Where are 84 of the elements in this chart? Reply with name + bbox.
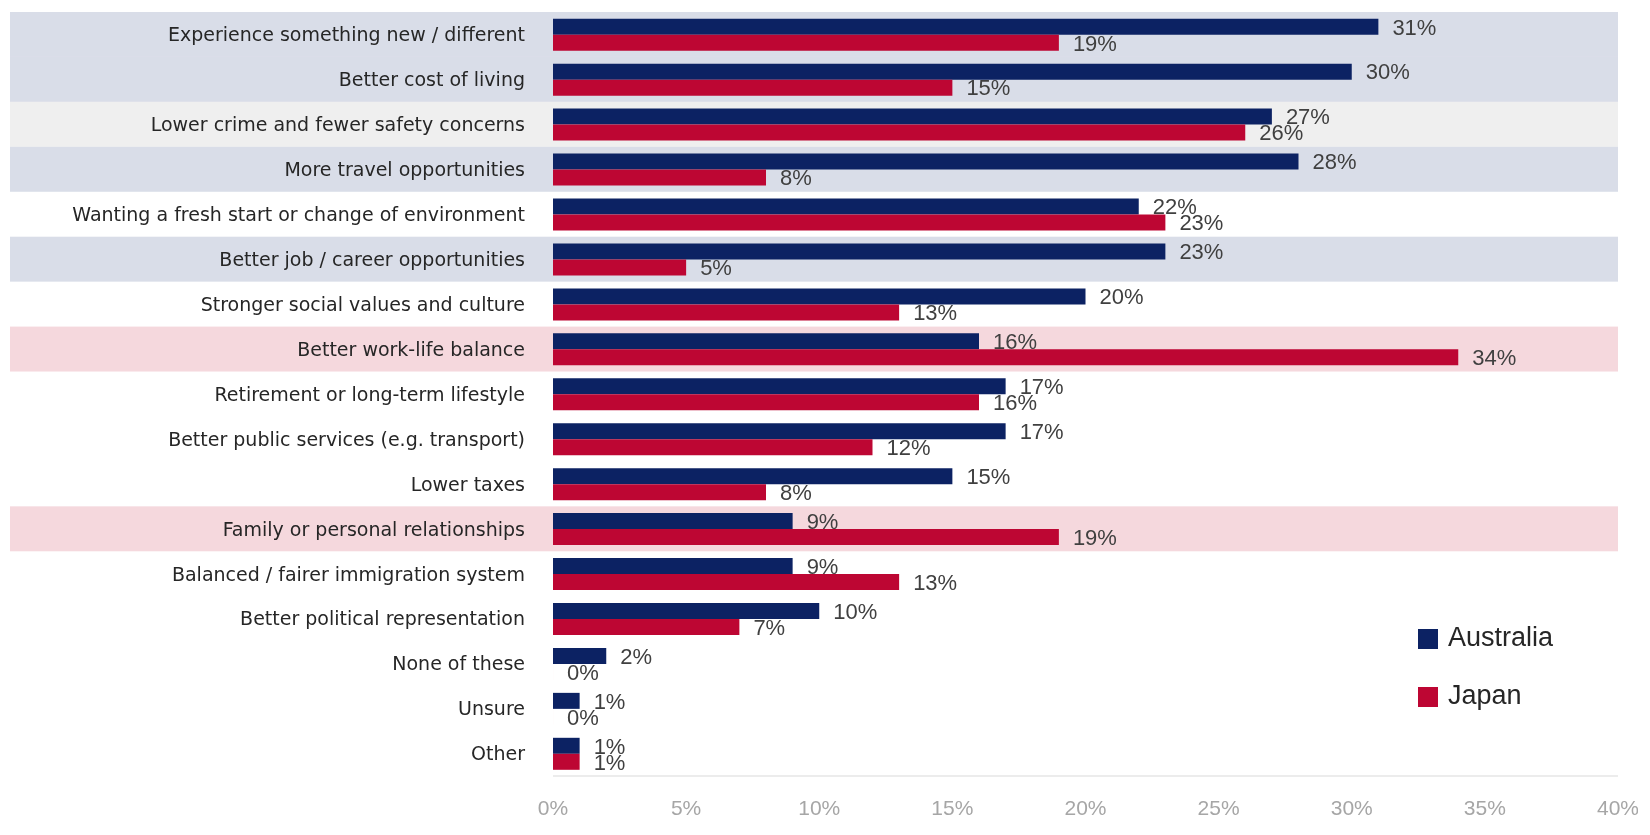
y-tick-label: Experience something new / different (167, 23, 525, 46)
bar (553, 692, 580, 709)
y-tick-label: More travel opportunities (284, 158, 525, 181)
y-tick-label: None of these (392, 652, 525, 675)
data-label: 9% (806, 553, 839, 579)
bar (553, 468, 953, 485)
bar (553, 259, 687, 276)
legend-label: Japan (1448, 680, 1522, 710)
bar (553, 243, 1166, 260)
bar (553, 618, 740, 635)
data-label: 28% (1312, 149, 1357, 175)
y-tick-label: Better political representation (240, 607, 525, 630)
y-tick-label: Wanting a fresh start or change of environment (72, 202, 525, 225)
x-tick-label: 35% (1463, 795, 1506, 819)
data-label: 34% (1472, 345, 1517, 371)
data-label: 17% (1019, 419, 1064, 445)
x-tick-label: 25% (1197, 795, 1240, 819)
bar (553, 153, 1299, 170)
data-label: 10% (833, 598, 878, 624)
data-label: 9% (806, 508, 839, 534)
data-label: 5% (700, 255, 732, 281)
data-label: 7% (753, 614, 786, 640)
bar (553, 198, 1139, 215)
bar (553, 63, 1352, 80)
x-tick-label: 40% (1596, 795, 1640, 819)
bar (553, 124, 1246, 141)
bar (553, 737, 580, 754)
bar (553, 18, 1379, 35)
bar (553, 333, 979, 350)
data-label: 15% (966, 463, 1011, 489)
bar (553, 34, 1059, 51)
data-label: 8% (780, 165, 812, 191)
y-tick-label: Better cost of living (338, 68, 525, 91)
data-label: 23% (1179, 239, 1224, 265)
bar (553, 304, 900, 321)
y-tick-label: Stronger social values and culture (200, 292, 525, 315)
y-tick-label: Lower taxes (410, 472, 525, 495)
bar (553, 558, 793, 575)
y-tick-label: Retirement or long-term lifestyle (214, 382, 525, 405)
data-label: 30% (1365, 59, 1410, 85)
bar (553, 647, 607, 664)
legend-label: Australia (1448, 622, 1554, 652)
bar (553, 394, 979, 411)
y-tick-label: Better public services (e.g. transport) (168, 427, 525, 450)
y-tick-label: Family or personal relationships (222, 517, 525, 540)
data-label: 31% (1392, 14, 1437, 40)
data-label: 19% (1072, 30, 1117, 56)
bar (553, 753, 580, 770)
y-tick-label: Balanced / fairer immigration system (171, 562, 525, 585)
x-tick-label: 15% (931, 795, 974, 819)
bar (553, 513, 793, 530)
x-tick-label: 10% (798, 795, 841, 819)
data-label: 13% (913, 569, 958, 595)
bar (553, 288, 1086, 305)
y-tick-label: Better job / career opportunities (219, 247, 525, 270)
y-tick-label: Lower crime and fewer safety concerns (150, 113, 525, 136)
bar (553, 349, 1459, 366)
data-label: 16% (993, 329, 1038, 355)
bar (553, 529, 1059, 546)
bar (553, 423, 1006, 440)
data-label: 12% (886, 435, 931, 461)
data-label: 2% (620, 643, 653, 669)
bar (553, 108, 1272, 125)
bar (553, 214, 1166, 231)
data-label: 0% (567, 659, 599, 685)
data-label: 8% (780, 479, 812, 505)
y-tick-label: Other (471, 742, 526, 765)
data-label: 13% (913, 300, 958, 326)
x-tick-label: 30% (1330, 795, 1373, 819)
y-tick-label: Better work-life balance (297, 337, 525, 360)
bar (553, 378, 1006, 395)
y-tick-label: Unsure (458, 697, 525, 720)
data-label: 15% (966, 75, 1011, 101)
bar (553, 484, 766, 501)
x-tick-label: 5% (670, 795, 702, 819)
bar (553, 574, 900, 591)
bar (553, 439, 873, 456)
x-tick-label: 20% (1064, 795, 1107, 819)
bar (553, 169, 766, 186)
x-tick-label: 0% (537, 795, 569, 819)
bar (553, 602, 820, 619)
bar (553, 79, 953, 96)
data-label: 19% (1072, 524, 1117, 550)
data-label: 20% (1099, 284, 1144, 310)
